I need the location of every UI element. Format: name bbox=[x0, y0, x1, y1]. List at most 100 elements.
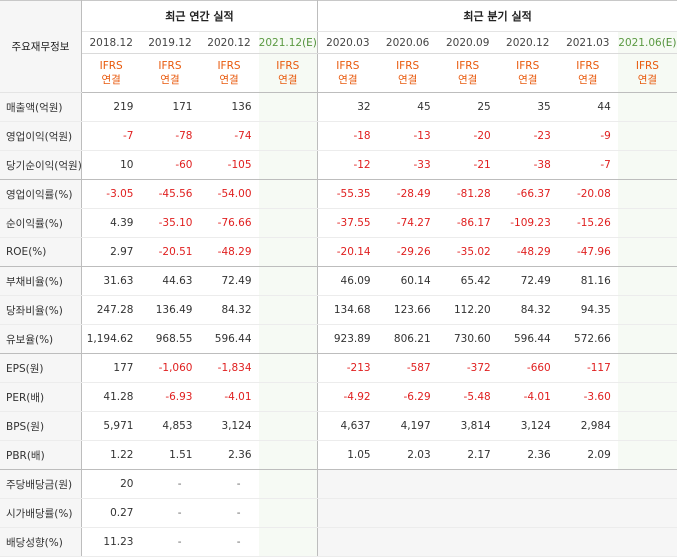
ifrs-consolidated-label: IFRS 연결 bbox=[258, 53, 319, 93]
annual-value-cell bbox=[258, 92, 319, 122]
quarter-value-cell bbox=[497, 498, 558, 528]
period-label: 2019.12 bbox=[148, 36, 192, 49]
quarterly-results-title: 최근 분기 실적 bbox=[317, 0, 677, 32]
annual-value-cell: 0.27 bbox=[81, 498, 141, 528]
quarter-value-cell: 46.09 bbox=[317, 266, 378, 296]
period-label: 2018.12 bbox=[89, 36, 133, 49]
quarter-value-cell bbox=[617, 179, 677, 209]
annual-value-cell bbox=[258, 353, 319, 383]
quarter-value-cell: 25 bbox=[437, 92, 498, 122]
quarter-period-header: 2021.06(E) bbox=[617, 31, 677, 54]
table-row: 주당배당금(원) 20- - bbox=[0, 469, 677, 499]
annual-value-cell bbox=[258, 469, 319, 499]
annual-value-cell bbox=[258, 208, 319, 238]
annual-value-cell bbox=[258, 411, 319, 441]
annual-value-cell: 84.32 bbox=[199, 295, 259, 325]
ifrs-text: IFRS bbox=[456, 60, 480, 72]
quarter-value-cell: -18 bbox=[317, 121, 378, 151]
period-label: 2021.03 bbox=[566, 36, 610, 49]
annual-value-cell: 20 bbox=[81, 469, 141, 499]
row-label: PBR(배) bbox=[0, 440, 82, 470]
quarter-value-cell bbox=[317, 469, 378, 499]
quarter-period-header: 2021.03 bbox=[557, 31, 618, 54]
row-label: 순이익률(%) bbox=[0, 208, 82, 238]
quarter-value-cell: -86.17 bbox=[437, 208, 498, 238]
quarter-value-cell: -28.49 bbox=[377, 179, 438, 209]
quarter-value-cell bbox=[617, 150, 677, 180]
annual-value-cell: -7 bbox=[81, 121, 141, 151]
consolidated-text: 연결 bbox=[338, 74, 358, 86]
annual-results-title: 최근 연간 실적 bbox=[81, 0, 319, 32]
consolidated-text: 연결 bbox=[160, 74, 180, 86]
quarter-value-cell: 2.09 bbox=[557, 440, 618, 470]
annual-value-cell: -76.66 bbox=[199, 208, 259, 238]
annual-value-cell: -1,060 bbox=[140, 353, 200, 383]
consolidated-text: 연결 bbox=[397, 74, 418, 86]
annual-value-cell: 3,124 bbox=[199, 411, 259, 441]
annual-value-cell: -4.01 bbox=[199, 382, 259, 412]
quarter-value-cell: 44 bbox=[557, 92, 618, 122]
quarter-value-cell: 1.05 bbox=[317, 440, 378, 470]
quarter-value-cell bbox=[437, 527, 498, 557]
annual-value-cell: 44.63 bbox=[140, 266, 200, 296]
quarter-value-cell bbox=[377, 498, 438, 528]
ifrs-consolidated-label: IFRS 연결 bbox=[497, 53, 558, 93]
period-label: 2020.09 bbox=[445, 36, 490, 49]
table-row: 유보율(%) 1,194.62 968.55 596.44 923.89 806.21 73… bbox=[0, 324, 677, 354]
annual-value-cell bbox=[258, 382, 319, 412]
row-label: 배당성향(%) bbox=[0, 527, 82, 557]
row-label: 매출액(억원) bbox=[0, 92, 82, 122]
annual-value-cell: -35.10 bbox=[140, 208, 200, 238]
period-label: 2020.12 bbox=[207, 36, 251, 49]
consolidated-text: 연결 bbox=[578, 74, 598, 86]
annual-value-cell: -105 bbox=[199, 150, 259, 180]
row-label: 시가배당률(%) bbox=[0, 498, 82, 528]
row-label: 당좌비율(%) bbox=[0, 295, 82, 325]
quarter-value-cell bbox=[617, 266, 677, 296]
row-label: PER(배) bbox=[0, 382, 82, 412]
quarter-value-cell: 4,637 bbox=[317, 411, 378, 441]
quarter-value-cell bbox=[557, 527, 618, 557]
ifrs-text: IFRS bbox=[158, 60, 182, 72]
period-label: 2021.12 bbox=[258, 36, 303, 49]
annual-value-cell bbox=[258, 179, 319, 209]
quarter-value-cell: -13 bbox=[377, 121, 438, 151]
quarter-value-cell bbox=[617, 411, 677, 441]
quarter-value-cell: -37.55 bbox=[317, 208, 378, 238]
quarter-value-cell: -4.01 bbox=[497, 382, 558, 412]
quarter-value-cell: -81.28 bbox=[437, 179, 498, 209]
annual-period-header: 2019.12 bbox=[140, 31, 200, 54]
quarter-value-cell: -587 bbox=[377, 353, 438, 383]
quarter-value-cell bbox=[617, 353, 677, 383]
annual-value-cell: 2.36 bbox=[199, 440, 259, 470]
annual-value-cell: 4.39 bbox=[81, 208, 141, 238]
table-row: 매출액(억원) 219 171 136 32 45 25 35 44 bbox=[0, 92, 677, 122]
quarter-value-cell: 2.17 bbox=[437, 440, 498, 470]
period-label: 2021.06 bbox=[618, 36, 662, 49]
table-row: 순이익률(%) 4.39 -35.10 -76.66 -37.55 -74.27 -86.1… bbox=[0, 208, 677, 238]
quarter-value-cell: 3,814 bbox=[437, 411, 498, 441]
quarter-value-cell: -7 bbox=[557, 150, 618, 180]
annual-value-cell: -74 bbox=[199, 121, 259, 151]
row-header-title: 주요재무정보 bbox=[0, 0, 82, 93]
annual-value-cell: 247.28 bbox=[81, 295, 141, 325]
annual-value-cell: -60 bbox=[140, 150, 200, 180]
consolidated-text: 연결 bbox=[219, 74, 239, 86]
quarter-value-cell: 596.44 bbox=[497, 324, 558, 354]
quarter-value-cell: 45 bbox=[377, 92, 438, 122]
quarter-value-cell: -74.27 bbox=[377, 208, 438, 238]
annual-value-cell bbox=[258, 440, 319, 470]
annual-value-cell: -48.29 bbox=[199, 237, 259, 267]
quarter-value-cell bbox=[617, 324, 677, 354]
quarter-value-cell: 65.42 bbox=[437, 266, 498, 296]
annual-value-cell: 4,853 bbox=[140, 411, 200, 441]
estimate-mark: (E) bbox=[302, 36, 317, 49]
quarter-value-cell bbox=[317, 498, 378, 528]
annual-value-cell: 31.63 bbox=[81, 266, 141, 296]
annual-period-header: 2020.12 bbox=[199, 31, 259, 54]
quarter-value-cell bbox=[617, 469, 677, 499]
period-label: 2020.03 bbox=[326, 36, 370, 49]
quarter-value-cell: -55.35 bbox=[317, 179, 378, 209]
ifrs-text: IFRS bbox=[276, 60, 300, 72]
quarter-value-cell bbox=[617, 382, 677, 412]
